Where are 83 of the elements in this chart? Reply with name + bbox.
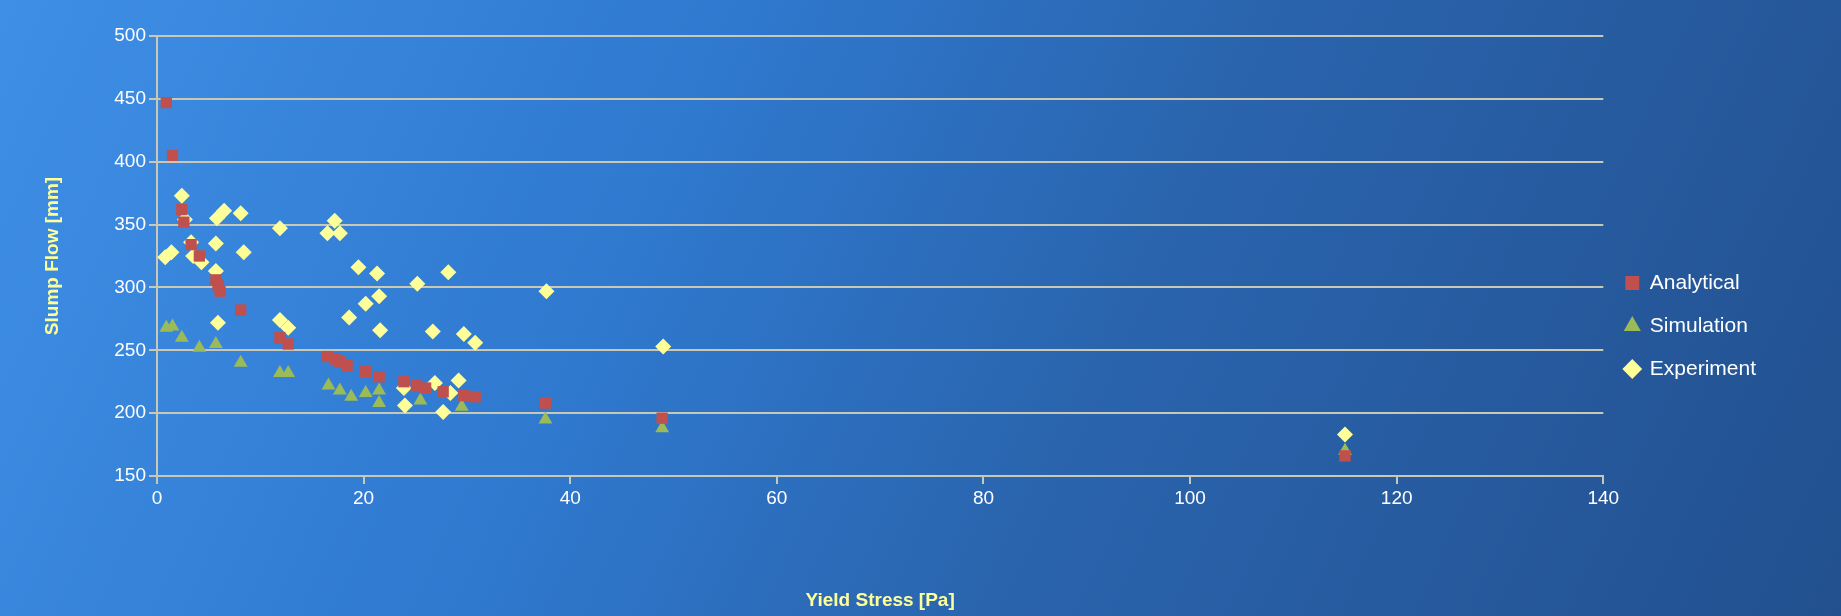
- point: [467, 334, 484, 351]
- point: [185, 239, 197, 251]
- x-tick-label: 60: [766, 486, 788, 508]
- point: [326, 212, 343, 229]
- point: [280, 319, 297, 336]
- point: [369, 265, 386, 282]
- legend-label: Analytical: [1649, 269, 1740, 293]
- point: [1339, 450, 1351, 462]
- point: [538, 283, 555, 300]
- point: [178, 216, 190, 228]
- y-tick-label: 300: [114, 275, 146, 297]
- y-tick-label: 400: [114, 149, 146, 171]
- point: [372, 395, 387, 408]
- y-tick-label: 500: [114, 24, 146, 46]
- point: [341, 309, 358, 326]
- point: [437, 386, 449, 398]
- x-axis-title: Yield Stress [Pa]: [805, 588, 955, 610]
- legend-label: Simulation: [1649, 312, 1748, 336]
- point: [372, 382, 387, 395]
- y-tick-label: 200: [114, 401, 146, 423]
- point: [350, 259, 367, 276]
- point: [455, 325, 472, 342]
- point: [357, 295, 374, 312]
- point: [174, 329, 189, 342]
- point: [409, 275, 426, 292]
- point: [469, 391, 481, 403]
- point: [214, 285, 226, 297]
- point: [216, 202, 233, 219]
- point: [332, 382, 347, 395]
- legend-label: Experiment: [1649, 355, 1757, 379]
- point: [207, 235, 224, 252]
- point: [656, 412, 668, 424]
- point: [435, 403, 452, 420]
- point: [358, 385, 373, 398]
- point: [331, 225, 348, 242]
- point: [271, 312, 288, 329]
- point: [450, 372, 467, 389]
- point: [539, 397, 552, 409]
- point: [1337, 426, 1354, 443]
- point: [271, 220, 288, 237]
- y-tick-label: 450: [114, 87, 146, 109]
- point: [440, 264, 457, 281]
- y-axis-title: Slump Flow [mm]: [40, 176, 62, 336]
- point: [321, 377, 336, 390]
- point: [232, 205, 249, 222]
- x-tick-label: 20: [353, 486, 375, 508]
- point: [655, 338, 672, 355]
- x-tick-label: 80: [972, 486, 995, 508]
- point: [424, 323, 441, 340]
- point: [373, 371, 385, 383]
- point: [319, 225, 336, 242]
- point: [233, 354, 248, 367]
- point: [413, 392, 428, 405]
- point: [166, 149, 179, 162]
- point: [398, 376, 410, 388]
- point: [208, 336, 223, 348]
- point: [371, 288, 388, 305]
- point: [372, 322, 389, 339]
- y-tick-label: 350: [114, 212, 146, 234]
- point: [208, 210, 225, 227]
- point: [458, 389, 470, 402]
- point: [538, 411, 553, 424]
- point: [235, 304, 247, 316]
- point: [160, 96, 172, 109]
- y-tick-label: 250: [114, 338, 146, 360]
- point: [360, 366, 372, 378]
- point: [192, 339, 207, 352]
- x-tick-label: 120: [1380, 486, 1413, 508]
- point: [176, 203, 188, 216]
- y-tick-label: 150: [114, 464, 146, 486]
- point: [419, 382, 432, 394]
- point: [173, 187, 190, 204]
- x-tick-label: 140: [1587, 486, 1620, 508]
- point: [209, 314, 226, 331]
- x-tick-label: 40: [559, 486, 581, 508]
- x-tick-label: 0: [151, 486, 163, 508]
- point: [396, 397, 413, 414]
- point: [193, 250, 206, 262]
- point: [282, 338, 294, 350]
- point: [235, 244, 252, 261]
- x-tick-label: 100: [1174, 486, 1206, 508]
- point: [341, 359, 353, 372]
- point: [344, 388, 359, 401]
